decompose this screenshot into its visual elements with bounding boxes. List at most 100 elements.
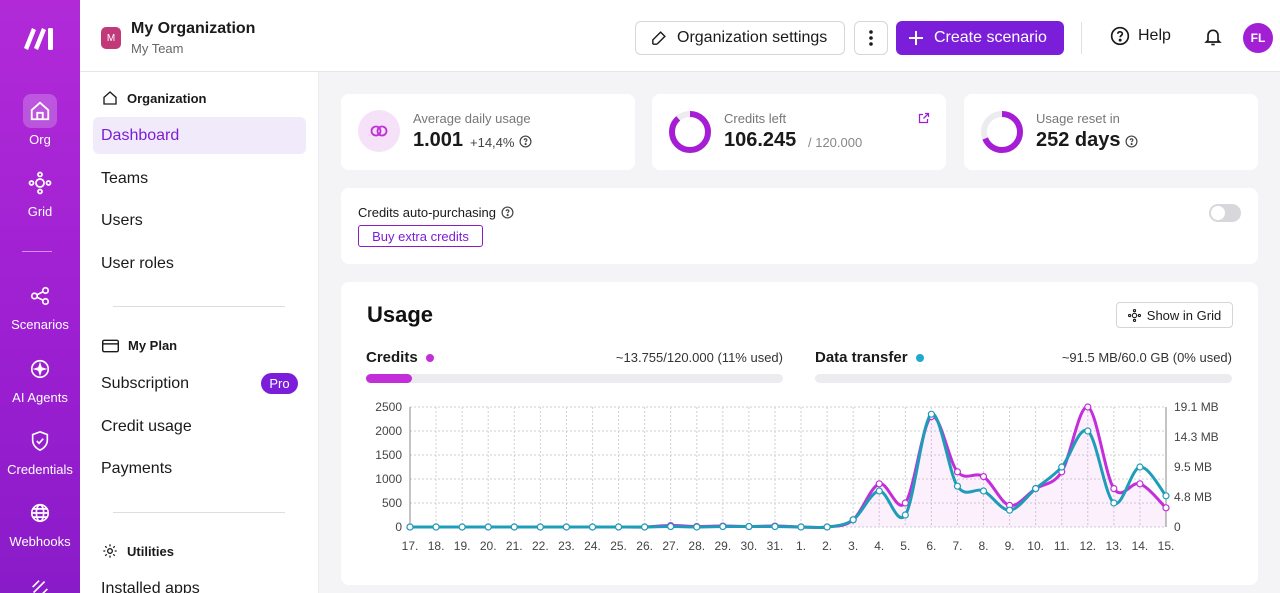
x-tick-label: 30. bbox=[741, 539, 758, 553]
make-logo-icon[interactable] bbox=[22, 24, 56, 52]
rail-item-credentials[interactable]: Credentials bbox=[0, 424, 80, 477]
sidebar-divider bbox=[113, 512, 285, 513]
sidebar-item-teams[interactable]: Teams bbox=[101, 169, 149, 187]
utilities-heading: Utilities bbox=[102, 543, 174, 559]
x-tick-label: 1. bbox=[796, 539, 806, 553]
y-left-tick-label: 500 bbox=[382, 496, 402, 510]
x-tick-label: 10. bbox=[1027, 539, 1044, 553]
series-point-1 bbox=[1058, 463, 1066, 471]
notification-bell-icon[interactable] bbox=[1203, 27, 1223, 47]
y-right-tick-label: 4.8 MB bbox=[1174, 490, 1212, 504]
usage-icon-wrap bbox=[358, 110, 400, 152]
y-left-tick-label: 1000 bbox=[375, 472, 402, 486]
x-tick-label: 21. bbox=[506, 539, 523, 553]
series-point-1 bbox=[406, 523, 414, 531]
more-options-button[interactable] bbox=[854, 21, 888, 55]
org-name[interactable]: My Organization bbox=[131, 20, 256, 37]
sidebar-item-users[interactable]: Users bbox=[101, 211, 143, 229]
sidebar-item-subscription[interactable]: Subscription bbox=[101, 374, 190, 392]
sidebar-item-payments[interactable]: Payments bbox=[101, 459, 173, 477]
help-button[interactable]: Help bbox=[1110, 26, 1171, 46]
rail-item-more[interactable] bbox=[0, 571, 80, 593]
sidebar-item-dashboard[interactable]: Dashboard bbox=[93, 117, 306, 154]
rail-label-org: Org bbox=[29, 132, 51, 147]
series-point-1 bbox=[719, 522, 727, 531]
info-icon[interactable] bbox=[501, 206, 514, 219]
coins-icon bbox=[370, 125, 388, 137]
sidebar-item-installed-apps[interactable]: Installed apps bbox=[101, 579, 200, 593]
rail-item-org[interactable]: Org bbox=[0, 94, 80, 147]
series-point-1 bbox=[875, 487, 883, 495]
series-point-0 bbox=[875, 480, 883, 488]
series-point-1 bbox=[953, 482, 962, 490]
plus-icon bbox=[909, 31, 923, 45]
create-scenario-button[interactable]: Create scenario bbox=[896, 21, 1064, 55]
rail-item-ai-agents[interactable]: AI Agents bbox=[0, 352, 80, 405]
average-daily-usage-change: +14,4% bbox=[470, 135, 515, 150]
x-tick-label: 6. bbox=[926, 539, 936, 553]
x-tick-label: 26. bbox=[636, 539, 653, 553]
series-point-1 bbox=[797, 523, 805, 531]
x-tick-label: 23. bbox=[558, 539, 575, 553]
series-point-1 bbox=[1032, 484, 1040, 493]
series-point-1 bbox=[1084, 427, 1092, 435]
sidebar-item-credit-usage[interactable]: Credit usage bbox=[101, 417, 192, 435]
rail-item-grid[interactable]: Grid bbox=[0, 166, 80, 219]
show-in-grid-button[interactable]: Show in Grid bbox=[1116, 302, 1233, 328]
secondary-sidebar: Organization Dashboard Teams Users User … bbox=[80, 72, 319, 593]
y-left-tick-label: 1500 bbox=[375, 448, 402, 462]
create-scenario-label: Create scenario bbox=[934, 29, 1047, 46]
x-tick-label: 14. bbox=[1132, 539, 1149, 553]
info-icon[interactable] bbox=[1125, 135, 1138, 148]
x-tick-label: 5. bbox=[900, 539, 910, 553]
usage-reset-ring bbox=[981, 111, 1023, 153]
rail-label-ai-agents: AI Agents bbox=[12, 390, 68, 405]
series-point-1 bbox=[1136, 463, 1144, 471]
sidebar-divider bbox=[113, 306, 285, 307]
rail-divider bbox=[22, 251, 52, 252]
x-tick-label: 7. bbox=[952, 539, 962, 553]
sidebar-item-user-roles[interactable]: User roles bbox=[101, 254, 174, 272]
usage-reset-label: Usage reset in bbox=[1036, 111, 1120, 126]
plan-badge: Pro bbox=[261, 373, 298, 394]
auto-purchase-toggle[interactable] bbox=[1209, 204, 1241, 222]
auto-purchase-row: Credits auto-purchasing bbox=[358, 205, 514, 220]
x-tick-label: 2. bbox=[822, 539, 832, 553]
help-circle-icon bbox=[1110, 26, 1130, 46]
average-daily-usage-value: 1.001 bbox=[413, 129, 464, 151]
series-point-1 bbox=[745, 522, 753, 531]
rail-item-scenarios[interactable]: Scenarios bbox=[0, 279, 80, 332]
header-divider bbox=[1081, 22, 1082, 54]
credits-legend-dot bbox=[425, 353, 434, 362]
credits-meter-title: Credits bbox=[366, 349, 434, 366]
y-right-tick-label: 0 bbox=[1174, 520, 1181, 534]
data-transfer-progress-track bbox=[815, 374, 1232, 383]
series-point-1 bbox=[1005, 506, 1014, 514]
grid-nodes-icon bbox=[1127, 308, 1141, 322]
rail-label-grid: Grid bbox=[27, 204, 53, 219]
utilities-heading-label: Utilities bbox=[127, 543, 174, 559]
rail-item-webhooks[interactable]: Webhooks bbox=[0, 496, 80, 549]
help-label: Help bbox=[1138, 27, 1171, 44]
x-tick-label: 27. bbox=[662, 539, 679, 553]
data-transfer-legend-dot bbox=[915, 353, 924, 362]
usage-reset-card: Usage reset in 252 days bbox=[964, 94, 1258, 170]
series-point-1 bbox=[901, 511, 909, 519]
usage-card: Usage Show in Grid Credits ~13.755/120.0… bbox=[341, 282, 1258, 585]
info-icon[interactable] bbox=[519, 135, 532, 148]
organization-settings-button[interactable]: Organization settings bbox=[635, 21, 845, 55]
x-tick-label: 25. bbox=[610, 539, 627, 553]
y-left-tick-label: 2500 bbox=[375, 400, 402, 414]
average-daily-usage-card: Average daily usage 1.001 +14,4% bbox=[341, 94, 635, 170]
credits-left-ring bbox=[669, 111, 711, 153]
buy-extra-credits-button[interactable]: Buy extra credits bbox=[358, 225, 483, 247]
external-link-icon[interactable] bbox=[918, 112, 930, 124]
credit-card-icon bbox=[102, 339, 119, 352]
user-avatar[interactable]: FL bbox=[1243, 23, 1273, 53]
organization-settings-label: Organization settings bbox=[677, 29, 828, 46]
credits-meter-label: Credits bbox=[366, 349, 418, 366]
x-tick-label: 11. bbox=[1054, 539, 1070, 553]
series-point-1 bbox=[823, 523, 831, 531]
series-point-1 bbox=[484, 523, 492, 531]
organization-heading: Organization bbox=[102, 90, 206, 106]
